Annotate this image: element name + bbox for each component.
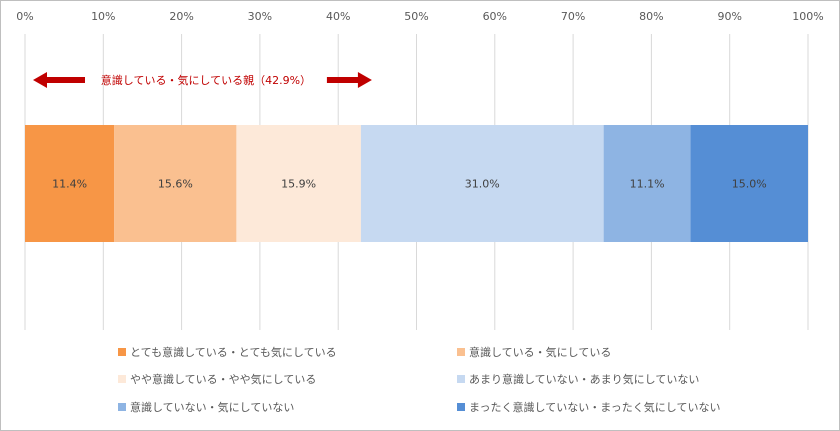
legend-swatch xyxy=(118,348,126,356)
bar-segment-1 xyxy=(25,125,115,242)
legend-entry-label: まったく意識していない・まったく気にしていない xyxy=(469,400,720,414)
x-tick-label: 20% xyxy=(169,10,193,23)
bar-segment-3 xyxy=(236,125,361,242)
legend-entry-label: 意識していない・気にしていない xyxy=(130,400,294,414)
legend-entry-label: やや意識している・やや気にしている xyxy=(130,372,316,386)
legend-swatch xyxy=(118,375,126,383)
bar-segment-6 xyxy=(690,125,808,242)
legend-entry-label: 意識している・気にしている xyxy=(469,345,611,359)
x-tick-label: 0% xyxy=(16,10,33,23)
legend-swatch xyxy=(457,348,465,356)
left-arrow-icon xyxy=(33,72,85,88)
x-tick-label: 50% xyxy=(404,10,428,23)
x-axis-tick-labels: 0% 10% 20% 30% 40% 50% 60% 70% 80% 90% 100% xyxy=(16,10,823,23)
right-arrow-icon xyxy=(326,72,372,88)
legend-entry-label: とても意識している・とても気にしている xyxy=(130,345,337,359)
x-tick-label: 90% xyxy=(717,10,741,23)
data-label: 11.1% xyxy=(630,178,665,191)
x-tick-label: 40% xyxy=(326,10,350,23)
legend-swatch xyxy=(457,375,465,383)
x-tick-label: 10% xyxy=(91,10,115,23)
legend-swatch xyxy=(118,403,126,411)
x-tick-label: 70% xyxy=(561,10,585,23)
data-label: 15.9% xyxy=(281,178,316,191)
bar-segment-5 xyxy=(603,125,691,242)
legend: とても意識している・とても気にしている 意識している・気にしているやや意識している… xyxy=(118,345,720,414)
annotation-label: 意識している・気にしている親（42.9%） xyxy=(101,73,311,87)
data-label: 15.6% xyxy=(158,178,193,191)
x-tick-label: 80% xyxy=(639,10,663,23)
annotation: 意識している・気にしている親（42.9%） xyxy=(33,72,372,88)
legend-entry-label: あまり意識していない・あまり気にしていない xyxy=(469,372,699,386)
x-tick-label: 30% xyxy=(248,10,272,23)
data-label: 11.4% xyxy=(52,178,87,191)
legend-swatch xyxy=(457,403,465,411)
bar-segment-2 xyxy=(114,125,237,242)
data-labels: 11.4% 15.6% 15.9% 31.0% 11.1% 15.0% xyxy=(52,178,767,191)
data-label: 31.0% xyxy=(465,178,500,191)
x-tick-label: 100% xyxy=(792,10,823,23)
x-tick-label: 60% xyxy=(483,10,507,23)
data-label: 15.0% xyxy=(732,178,767,191)
bar-segment-4 xyxy=(360,125,604,242)
bar-segments xyxy=(25,125,808,242)
